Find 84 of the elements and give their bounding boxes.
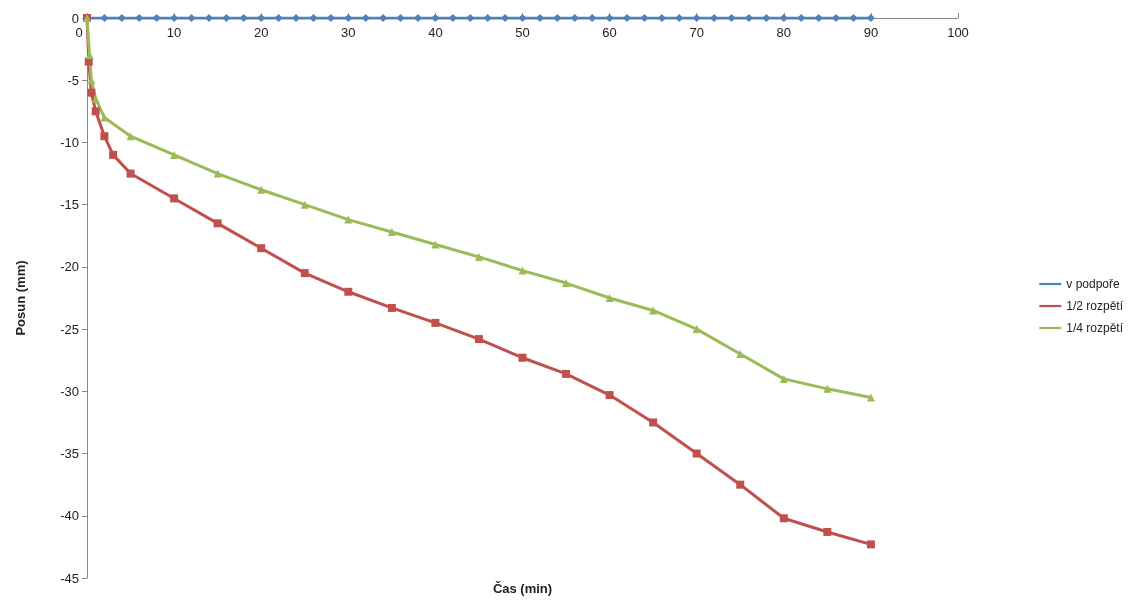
point <box>866 393 875 402</box>
point <box>91 94 100 103</box>
x-tick-label: 70 <box>689 25 704 40</box>
point <box>814 14 823 22</box>
x-tick-label: 100 <box>947 25 969 40</box>
point <box>300 200 309 209</box>
point <box>257 185 266 194</box>
y-tick-label: -45 <box>60 570 79 586</box>
point <box>779 374 788 383</box>
y-tick-label: 0 <box>71 10 79 26</box>
point <box>91 107 100 116</box>
x-tick-label: 80 <box>776 25 792 40</box>
y-tick-label: -30 <box>60 383 79 399</box>
point <box>483 14 492 22</box>
point <box>431 318 440 327</box>
point <box>736 480 745 489</box>
x-tick-label: 60 <box>602 25 617 40</box>
y-tick-label: -5 <box>67 72 79 88</box>
point <box>222 14 231 22</box>
point <box>866 540 875 549</box>
point <box>257 244 266 253</box>
x-tick-label: 30 <box>341 25 356 40</box>
point <box>387 228 396 237</box>
point <box>640 14 649 22</box>
y-tick-label: -40 <box>60 508 79 524</box>
point <box>518 266 527 275</box>
point <box>562 369 571 378</box>
point <box>553 14 562 22</box>
point <box>109 150 118 159</box>
point <box>100 132 109 141</box>
y-tick-label: -35 <box>60 446 79 462</box>
point <box>87 88 96 97</box>
point <box>387 303 396 312</box>
point <box>736 350 745 358</box>
point <box>762 14 771 22</box>
y-axis-title: Posun (mm) <box>13 260 28 336</box>
point <box>213 219 222 228</box>
x-tick-label: 10 <box>166 25 182 40</box>
point <box>605 391 614 400</box>
x-tick-label: 20 <box>253 25 269 40</box>
point <box>100 14 109 22</box>
point <box>187 14 196 22</box>
point <box>605 14 614 22</box>
point <box>170 150 179 159</box>
point <box>396 14 405 22</box>
point <box>344 14 353 22</box>
point <box>474 252 483 261</box>
y-tick-label: -25 <box>60 321 79 337</box>
point <box>126 132 135 141</box>
point <box>692 325 701 334</box>
point <box>823 527 832 536</box>
point <box>779 514 788 523</box>
point <box>152 14 161 22</box>
point <box>692 449 701 458</box>
point <box>344 287 353 296</box>
point <box>474 335 483 344</box>
y-tick-label: -15 <box>60 197 79 213</box>
point <box>170 194 179 203</box>
point <box>100 113 109 122</box>
point <box>431 14 440 22</box>
point <box>274 14 283 22</box>
point <box>518 353 527 362</box>
legend-label: v podpoře <box>1066 277 1120 291</box>
x-axis-title: Čas (min) <box>492 581 553 596</box>
x-tick-label: 40 <box>428 25 443 40</box>
point <box>213 169 222 178</box>
x-tick-label: 90 <box>863 25 879 40</box>
point <box>562 279 571 288</box>
point <box>344 215 353 224</box>
x-tick-label: 50 <box>515 25 530 40</box>
point <box>300 269 309 278</box>
legend-label: 1/4 rozpětí <box>1066 321 1124 335</box>
y-tick-label: -10 <box>60 134 79 150</box>
point <box>126 169 135 178</box>
point <box>649 418 658 427</box>
point <box>727 14 736 22</box>
point <box>849 14 858 22</box>
y-tick-label: -20 <box>60 259 79 275</box>
point <box>309 14 318 22</box>
legend-label: 1/2 rozpětí <box>1066 299 1124 313</box>
point <box>518 14 527 22</box>
point <box>823 384 832 393</box>
point <box>692 14 701 22</box>
point <box>605 294 614 302</box>
